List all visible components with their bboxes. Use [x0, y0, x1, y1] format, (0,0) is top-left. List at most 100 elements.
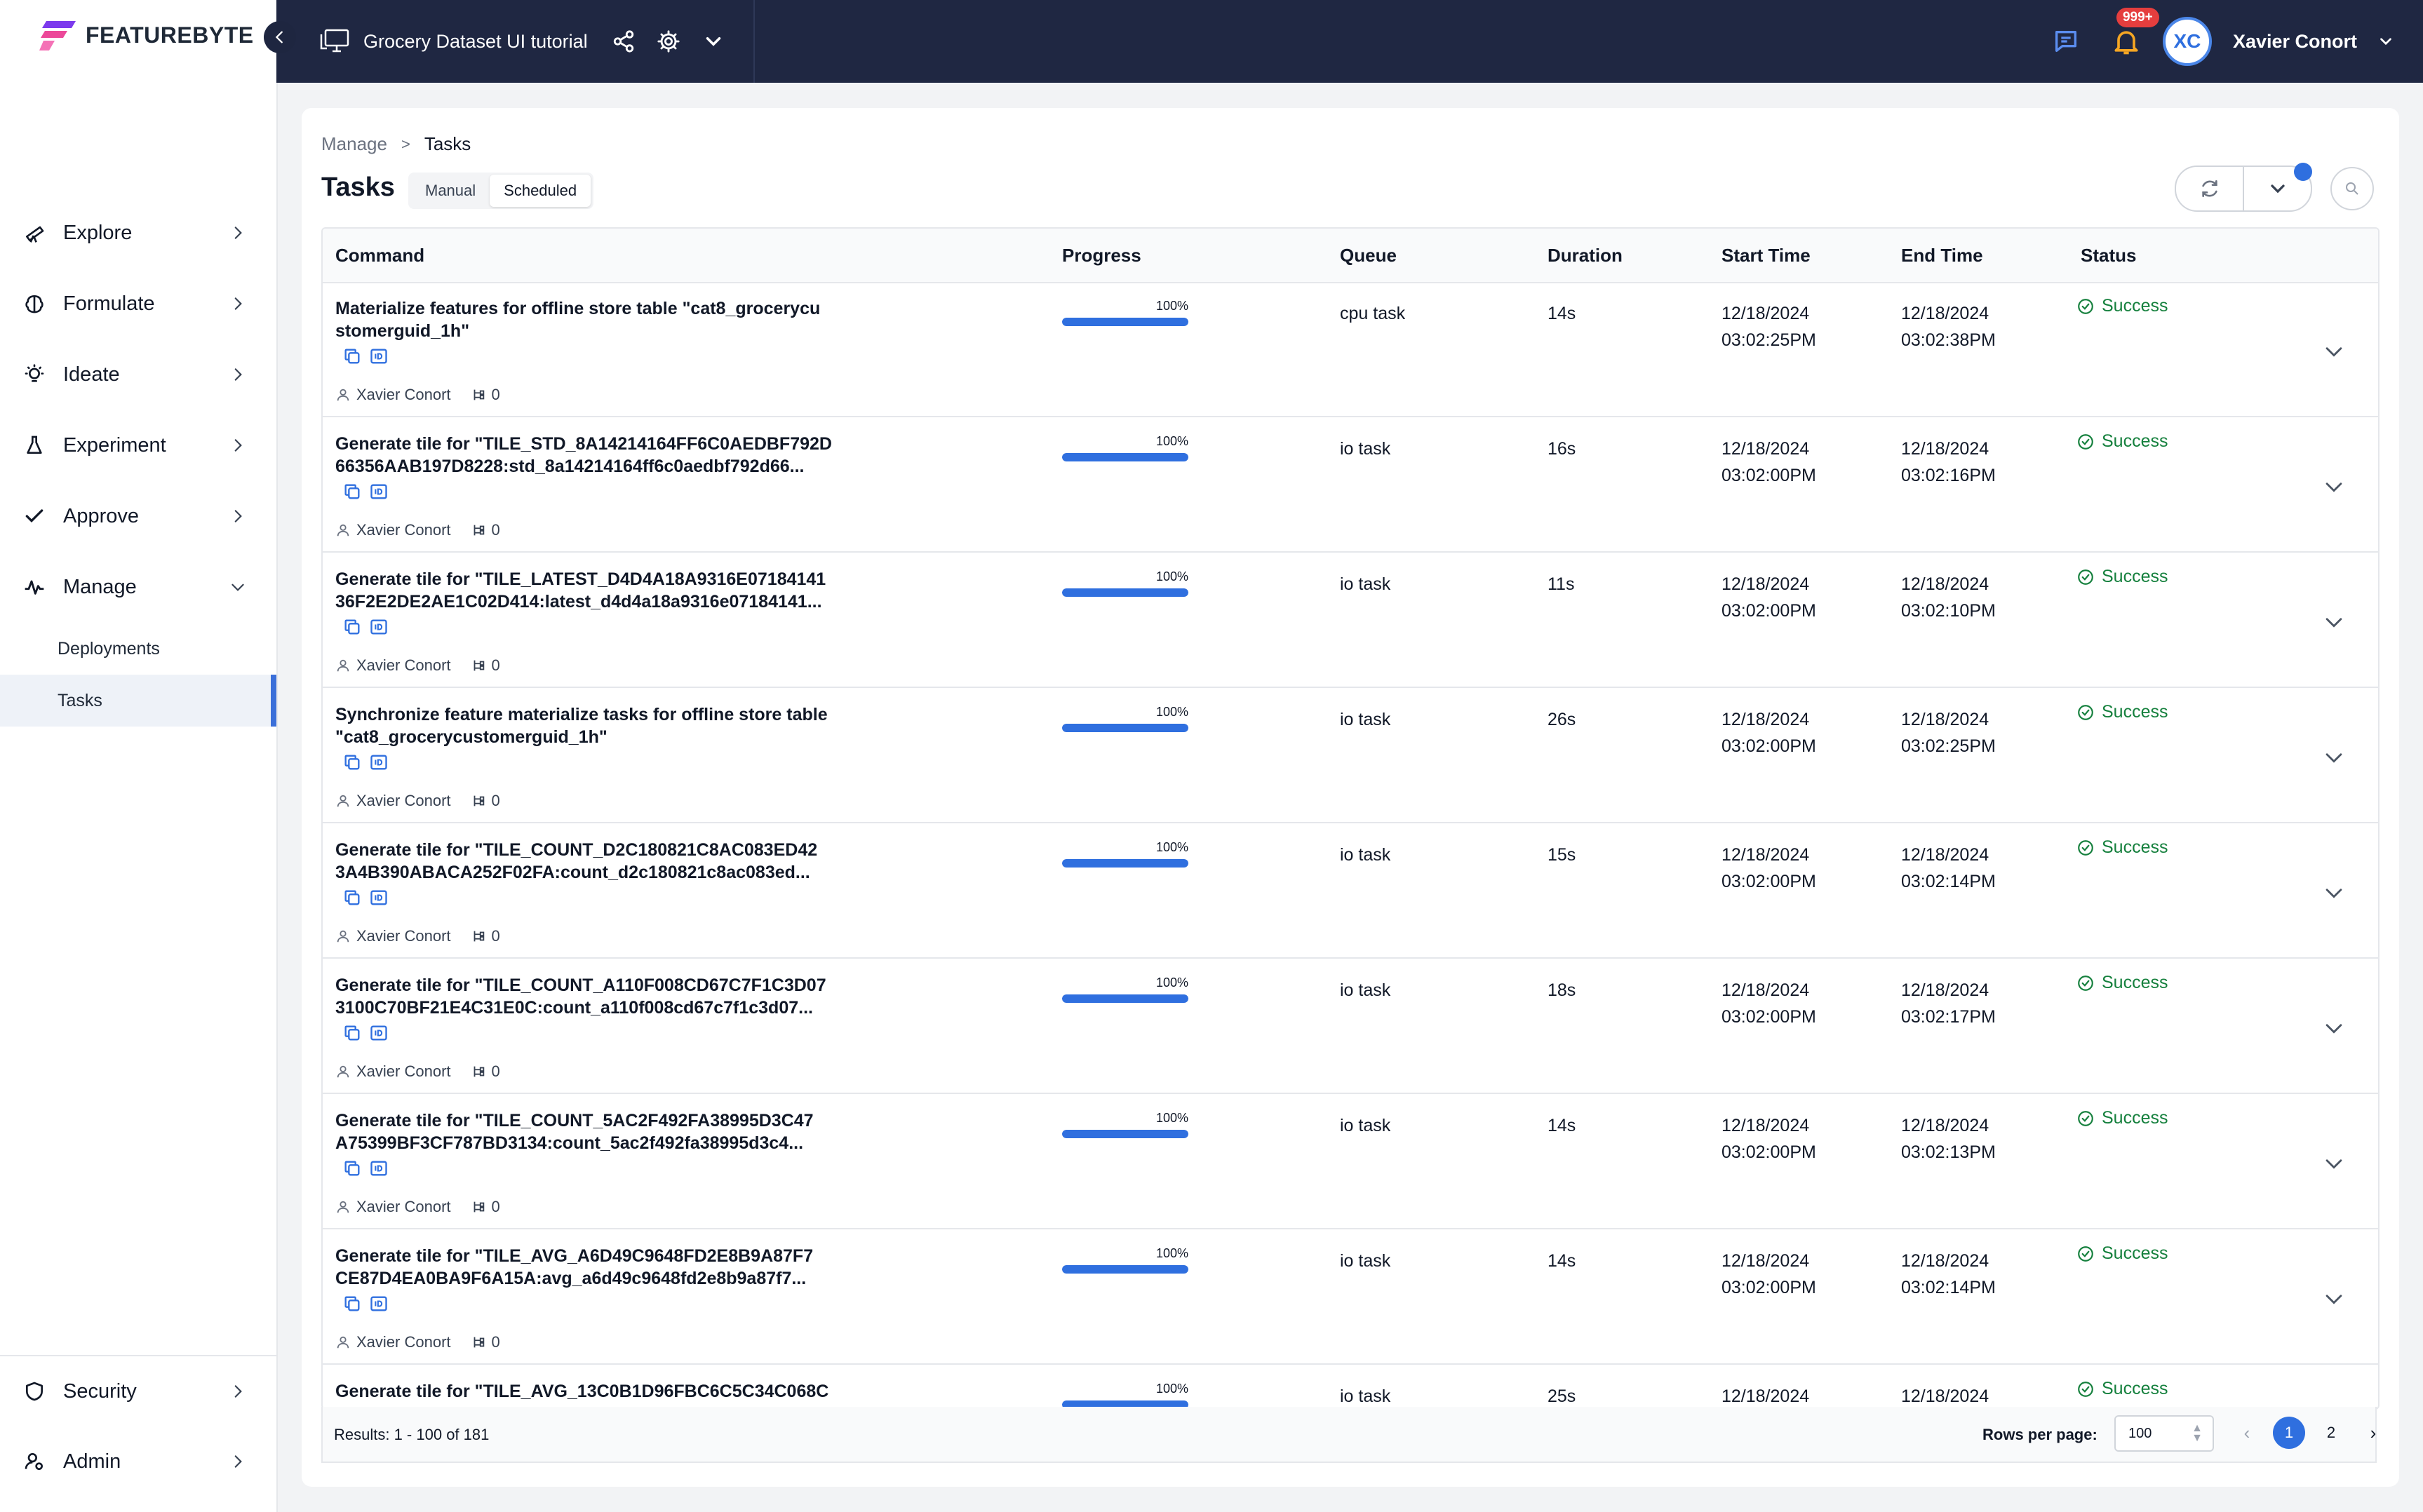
expand-row-chevron-icon[interactable]	[2322, 1287, 2346, 1311]
user-name[interactable]: Xavier Conort	[2232, 30, 2357, 52]
column-progress[interactable]: Progress	[1062, 245, 1141, 266]
status-text: Success	[2102, 431, 2168, 451]
progress-percent: 100%	[1155, 976, 1188, 990]
sidebar-item-explore[interactable]: Explore	[0, 208, 276, 257]
sidebar-item-experiment[interactable]: Experiment	[0, 421, 276, 470]
refresh-control	[2175, 166, 2312, 212]
sidebar-subitem-deployments[interactable]: Deployments	[58, 638, 160, 659]
collapse-sidebar-button[interactable]	[264, 21, 296, 53]
expand-row-chevron-icon[interactable]	[2322, 339, 2346, 363]
task-duration: 18s	[1548, 980, 1576, 1000]
copy-icon[interactable]	[342, 346, 362, 366]
page-button-1[interactable]: 1	[2273, 1417, 2305, 1449]
id-icon[interactable]	[369, 346, 389, 366]
column-start-time[interactable]: Start Time	[1721, 245, 1811, 266]
chevron-down-icon[interactable]	[2377, 32, 2395, 50]
id-icon[interactable]	[369, 752, 389, 772]
refresh-options-button[interactable]	[2243, 167, 2311, 210]
copy-icon[interactable]	[342, 888, 362, 907]
copy-icon[interactable]	[342, 1294, 362, 1314]
table-row[interactable]: Generate tile for "TILE_COUNT_A110F008CD…	[323, 959, 2378, 1094]
prev-page-button[interactable]: ‹	[2243, 1422, 2250, 1443]
next-page-button[interactable]: ›	[2370, 1422, 2377, 1443]
chat-icon[interactable]	[2052, 27, 2080, 55]
copy-icon[interactable]	[342, 1023, 362, 1043]
page-button-2[interactable]: 2	[2326, 1424, 2336, 1441]
table-row[interactable]: Generate tile for "TILE_AVG_13C0B1D96FBC…	[323, 1365, 2378, 1408]
copy-icon[interactable]	[342, 617, 362, 637]
avatar[interactable]: XC	[2162, 17, 2212, 66]
task-duration: 14s	[1548, 304, 1576, 323]
chevron-down-icon[interactable]	[702, 29, 725, 53]
project-selector[interactable]: Grocery Dataset UI tutorial	[276, 0, 755, 83]
expand-row-chevron-icon[interactable]	[2322, 1016, 2346, 1040]
refresh-icon	[2201, 180, 2217, 197]
copy-icon[interactable]	[342, 482, 362, 501]
table-row[interactable]: Generate tile for "TILE_LATEST_D4D4A18A9…	[323, 553, 2378, 688]
start-clock: 03:02:00PM	[1721, 1007, 1816, 1027]
table-row[interactable]: Generate tile for "TILE_STD_8A14214164FF…	[323, 417, 2378, 553]
sidebar-item-formulate[interactable]: Formulate	[0, 279, 276, 328]
gear-icon[interactable]	[657, 29, 680, 53]
brain-icon	[22, 292, 46, 316]
user-icon	[337, 524, 349, 536]
column-queue[interactable]: Queue	[1340, 245, 1397, 266]
notifications-button[interactable]: 999+	[2111, 8, 2159, 57]
breadcrumb-manage[interactable]: Manage	[321, 133, 387, 154]
id-icon[interactable]	[369, 482, 389, 501]
table-row[interactable]: Materialize features for offline store t…	[323, 282, 2378, 417]
id-icon[interactable]	[369, 1159, 389, 1178]
brand-logo[interactable]: FEATUREBYTE	[39, 15, 254, 55]
sidebar-item-manage[interactable]: Manage	[0, 562, 276, 612]
user-icon	[337, 795, 349, 807]
task-command-line-2: 3A4B390ABACA252F02FA:count_d2c180821c8ac…	[335, 863, 810, 882]
sidebar-item-admin[interactable]: Admin	[0, 1437, 276, 1486]
refresh-button[interactable]	[2176, 167, 2243, 210]
project-name: Grocery Dataset UI tutorial	[363, 30, 588, 52]
id-icon[interactable]	[369, 1294, 389, 1314]
task-progress: 100%	[1062, 299, 1188, 326]
end-clock: 03:02:38PM	[1901, 330, 1996, 350]
start-date: 12/18/2024	[1721, 1116, 1810, 1135]
subtask-count: 0	[491, 386, 500, 403]
share-icon[interactable]	[612, 29, 636, 53]
start-clock: 03:02:25PM	[1721, 330, 1816, 350]
id-icon[interactable]	[369, 1023, 389, 1043]
expand-row-chevron-icon[interactable]	[2322, 745, 2346, 769]
column-end-time[interactable]: End Time	[1901, 245, 1983, 266]
task-meta: Xavier Conort 0	[335, 656, 500, 675]
column-duration[interactable]: Duration	[1548, 245, 1623, 266]
sidebar-item-label: Experiment	[63, 433, 166, 457]
sidebar-item-approve[interactable]: Approve	[0, 492, 276, 541]
search-button[interactable]	[2330, 167, 2374, 210]
tab-scheduled[interactable]: Scheduled	[490, 175, 591, 207]
top-bar: Grocery Dataset UI tutorial 999+ XC Xavi…	[276, 0, 2423, 83]
table-row[interactable]: Generate tile for "TILE_AVG_A6D49C9648FD…	[323, 1229, 2378, 1365]
id-icon[interactable]	[369, 617, 389, 637]
sidebar-item-security[interactable]: Security	[0, 1367, 276, 1416]
copy-icon[interactable]	[342, 1159, 362, 1178]
expand-row-chevron-icon[interactable]	[2322, 1152, 2346, 1175]
check-circle-icon	[2078, 1110, 2093, 1126]
expand-row-chevron-icon[interactable]	[2322, 881, 2346, 905]
column-status[interactable]: Status	[2081, 245, 2137, 266]
task-end-time: 12/18/2024 03:02:14PM	[1901, 842, 1996, 895]
sidebar-item-ideate[interactable]: Ideate	[0, 350, 276, 399]
task-actions	[342, 1159, 389, 1178]
progress-track	[1062, 1130, 1188, 1138]
tab-manual[interactable]: Manual	[425, 182, 476, 199]
task-actions	[342, 482, 389, 501]
table-row[interactable]: Generate tile for "TILE_COUNT_5AC2F492FA…	[323, 1094, 2378, 1229]
expand-row-chevron-icon[interactable]	[2322, 610, 2346, 634]
task-end-time: 12/18/2024	[1901, 1383, 1989, 1408]
sidebar-subitem-tasks[interactable]: Tasks	[0, 675, 276, 727]
expand-row-chevron-icon[interactable]	[2322, 475, 2346, 499]
table-row[interactable]: Synchronize feature materialize tasks fo…	[323, 688, 2378, 823]
id-icon[interactable]	[369, 888, 389, 907]
column-command[interactable]: Command	[335, 245, 425, 266]
status-badge: Success	[2076, 296, 2168, 316]
copy-icon[interactable]	[342, 752, 362, 772]
end-date: 12/18/2024	[1901, 845, 1989, 865]
rows-per-page-select[interactable]: 100 ▲ ▼	[2114, 1415, 2214, 1452]
table-row[interactable]: Generate tile for "TILE_COUNT_D2C180821C…	[323, 823, 2378, 959]
